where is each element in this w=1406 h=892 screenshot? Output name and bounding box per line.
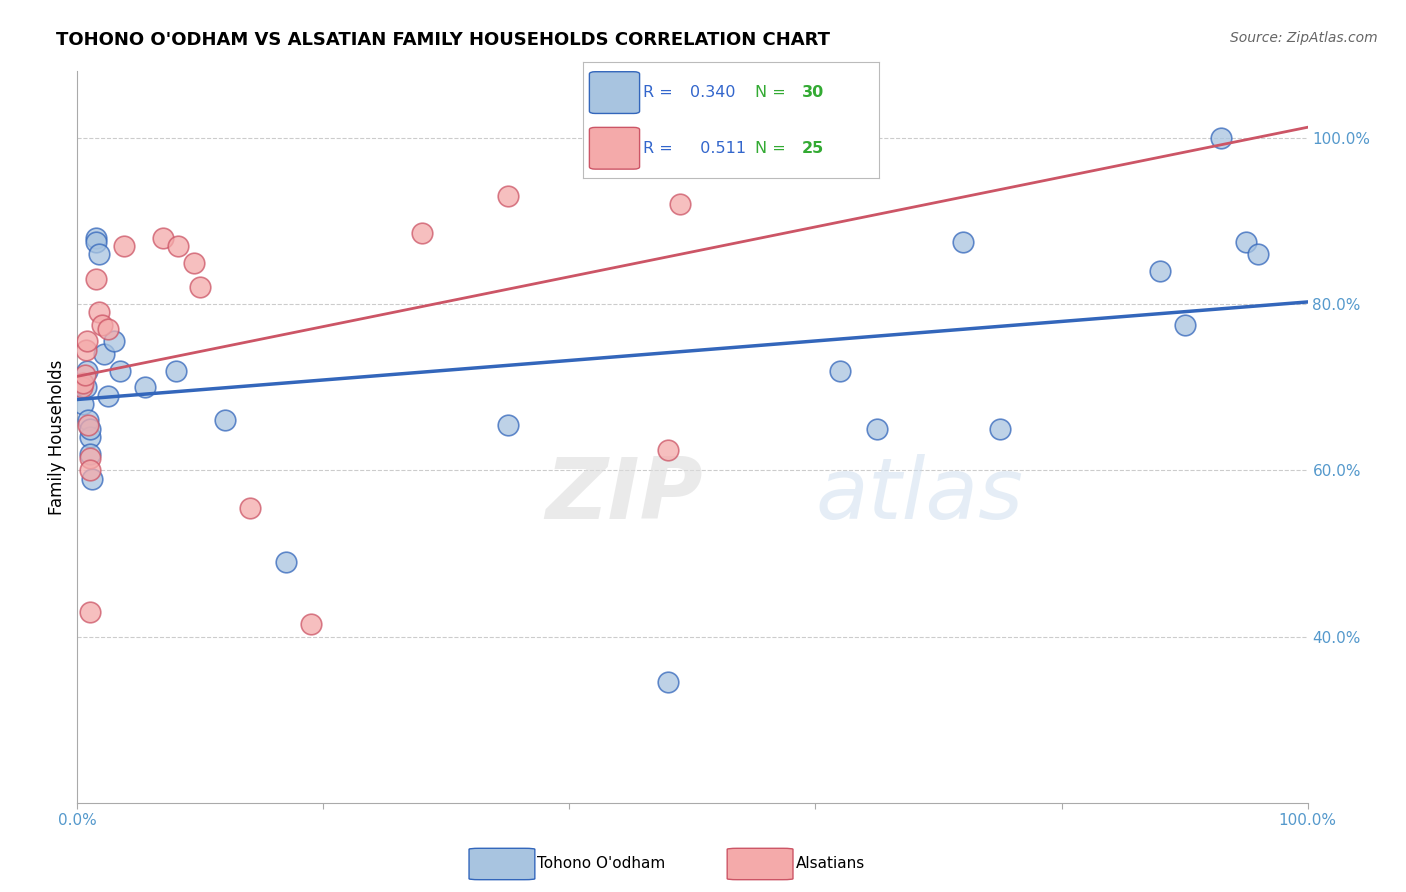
Point xyxy=(110,363,132,377)
Point xyxy=(90,318,114,332)
Point xyxy=(152,230,174,244)
FancyBboxPatch shape xyxy=(470,848,534,880)
Text: 30: 30 xyxy=(801,85,824,100)
Point xyxy=(89,305,111,319)
Point xyxy=(84,235,107,249)
Point xyxy=(79,450,101,465)
Point xyxy=(183,255,205,269)
Point xyxy=(79,447,101,461)
Point xyxy=(134,380,156,394)
Point xyxy=(830,363,852,377)
Point xyxy=(75,343,97,357)
Y-axis label: Family Households: Family Households xyxy=(48,359,66,515)
Point xyxy=(496,189,519,203)
Point xyxy=(75,380,97,394)
Point xyxy=(1247,247,1270,261)
Text: Alsatians: Alsatians xyxy=(796,855,865,871)
Point xyxy=(103,334,125,349)
FancyBboxPatch shape xyxy=(589,128,640,169)
Point xyxy=(657,442,679,457)
Point xyxy=(72,397,94,411)
Text: Source: ZipAtlas.com: Source: ZipAtlas.com xyxy=(1230,31,1378,45)
Point xyxy=(866,422,889,436)
Point xyxy=(82,472,104,486)
FancyBboxPatch shape xyxy=(589,71,640,113)
Point xyxy=(239,500,262,515)
Point xyxy=(1211,131,1233,145)
Point xyxy=(93,347,115,361)
FancyBboxPatch shape xyxy=(727,848,793,880)
Point xyxy=(79,463,101,477)
Point xyxy=(411,227,433,241)
Point xyxy=(72,376,94,390)
Point xyxy=(299,617,322,632)
Point xyxy=(276,555,298,569)
Text: N =: N = xyxy=(755,85,786,100)
Point xyxy=(1149,264,1171,278)
Text: 25: 25 xyxy=(801,141,824,156)
Point xyxy=(190,280,212,294)
Point xyxy=(952,235,974,249)
Point xyxy=(496,417,519,432)
Point xyxy=(84,230,107,244)
Point xyxy=(644,131,666,145)
Text: R =: R = xyxy=(643,85,672,100)
Point xyxy=(70,380,93,394)
Point xyxy=(84,272,107,286)
Text: TOHONO O'ODHAM VS ALSATIAN FAMILY HOUSEHOLDS CORRELATION CHART: TOHONO O'ODHAM VS ALSATIAN FAMILY HOUSEH… xyxy=(56,31,830,49)
Point xyxy=(165,363,187,377)
Point xyxy=(1174,318,1197,332)
Point xyxy=(988,422,1011,436)
Text: 0.511: 0.511 xyxy=(690,141,747,156)
Point xyxy=(79,430,101,444)
Point xyxy=(76,363,98,377)
Point xyxy=(669,197,692,211)
Text: R =: R = xyxy=(643,141,672,156)
Point xyxy=(77,413,100,427)
Point xyxy=(167,239,190,253)
Point xyxy=(76,334,98,349)
Point xyxy=(97,322,120,336)
Point xyxy=(657,675,679,690)
Text: 0.340: 0.340 xyxy=(690,85,735,100)
Text: ZIP: ZIP xyxy=(546,454,703,537)
Text: Tohono O'odham: Tohono O'odham xyxy=(537,855,665,871)
Point xyxy=(79,422,101,436)
Point xyxy=(1234,235,1257,249)
Text: atlas: atlas xyxy=(815,454,1024,537)
Point xyxy=(214,413,236,427)
Point xyxy=(97,388,120,402)
Point xyxy=(77,417,100,432)
Point xyxy=(89,247,111,261)
Text: N =: N = xyxy=(755,141,786,156)
Point xyxy=(79,605,101,619)
Point xyxy=(112,239,135,253)
Point xyxy=(73,368,96,382)
